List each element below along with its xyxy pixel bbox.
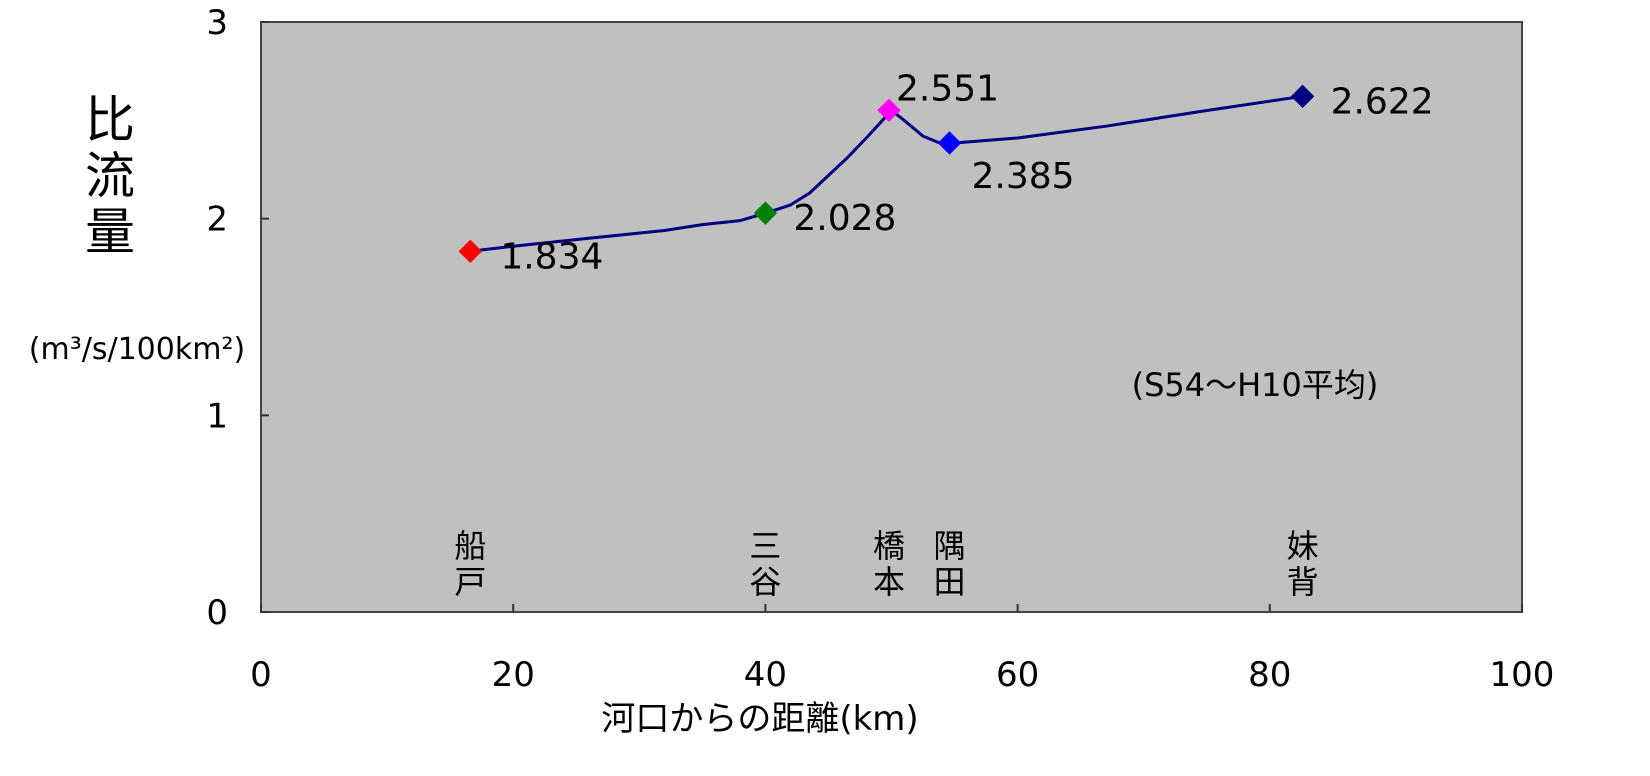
series-line [470, 94, 1303, 253]
x-tick-label: 60 [996, 655, 1039, 695]
plot-area [260, 21, 1523, 613]
x-tick-label: 100 [1490, 655, 1555, 695]
data-point-marker [877, 98, 901, 123]
data-value-label: 2.551 [896, 68, 999, 109]
site-label: 谷 [749, 563, 781, 601]
data-point-marker [458, 239, 483, 264]
site-label: 戸 [454, 563, 486, 601]
data-point-marker [753, 201, 778, 225]
site-label: 三 [749, 527, 781, 565]
data-points-group: 1.834 2.028 2.551 2.385 2.622 [458, 68, 1434, 277]
y-tick-label: 0 [206, 593, 228, 633]
x-axis-ticks [260, 21, 1523, 613]
y-tick-label: 3 [206, 3, 228, 43]
site-label: 本 [873, 563, 905, 601]
y-axis-label-char: 量 [85, 203, 135, 261]
data-value-label: 2.385 [972, 156, 1075, 197]
y-tick-label: 1 [206, 396, 228, 436]
y-axis-label-char: 比 [85, 91, 135, 149]
y-axis-unit: (m³/s/100km²) [29, 332, 245, 367]
site-label: 田 [933, 563, 965, 601]
y-axis-label-char: 流 [85, 147, 135, 205]
site-label: 隅 [933, 527, 965, 565]
data-point-marker [937, 131, 962, 155]
x-axis-label: 河口からの距離(km) [601, 699, 918, 739]
averaging-period-note: (S54～H10平均) [1132, 366, 1379, 404]
y-axis-label: 比流量 [85, 91, 135, 261]
data-point-marker [1290, 84, 1315, 109]
data-value-label: 2.028 [793, 198, 896, 239]
x-tick-label: 40 [744, 655, 787, 695]
site-label: 妹 [1287, 527, 1319, 565]
data-value-label: 1.834 [500, 236, 603, 277]
x-tick-label: 20 [492, 655, 535, 695]
tick-labels-group: 0 20 40 60 80 100 0 1 2 3 [206, 3, 1554, 695]
y-tick-label: 2 [206, 200, 228, 240]
x-tick-label: 80 [1248, 655, 1291, 695]
site-label: 橋 [873, 527, 905, 565]
x-tick-label: 0 [250, 655, 272, 695]
site-label: 背 [1287, 563, 1319, 601]
series-line-group [470, 94, 1303, 253]
site-label: 船 [454, 527, 486, 565]
data-value-label: 2.622 [1331, 81, 1434, 122]
